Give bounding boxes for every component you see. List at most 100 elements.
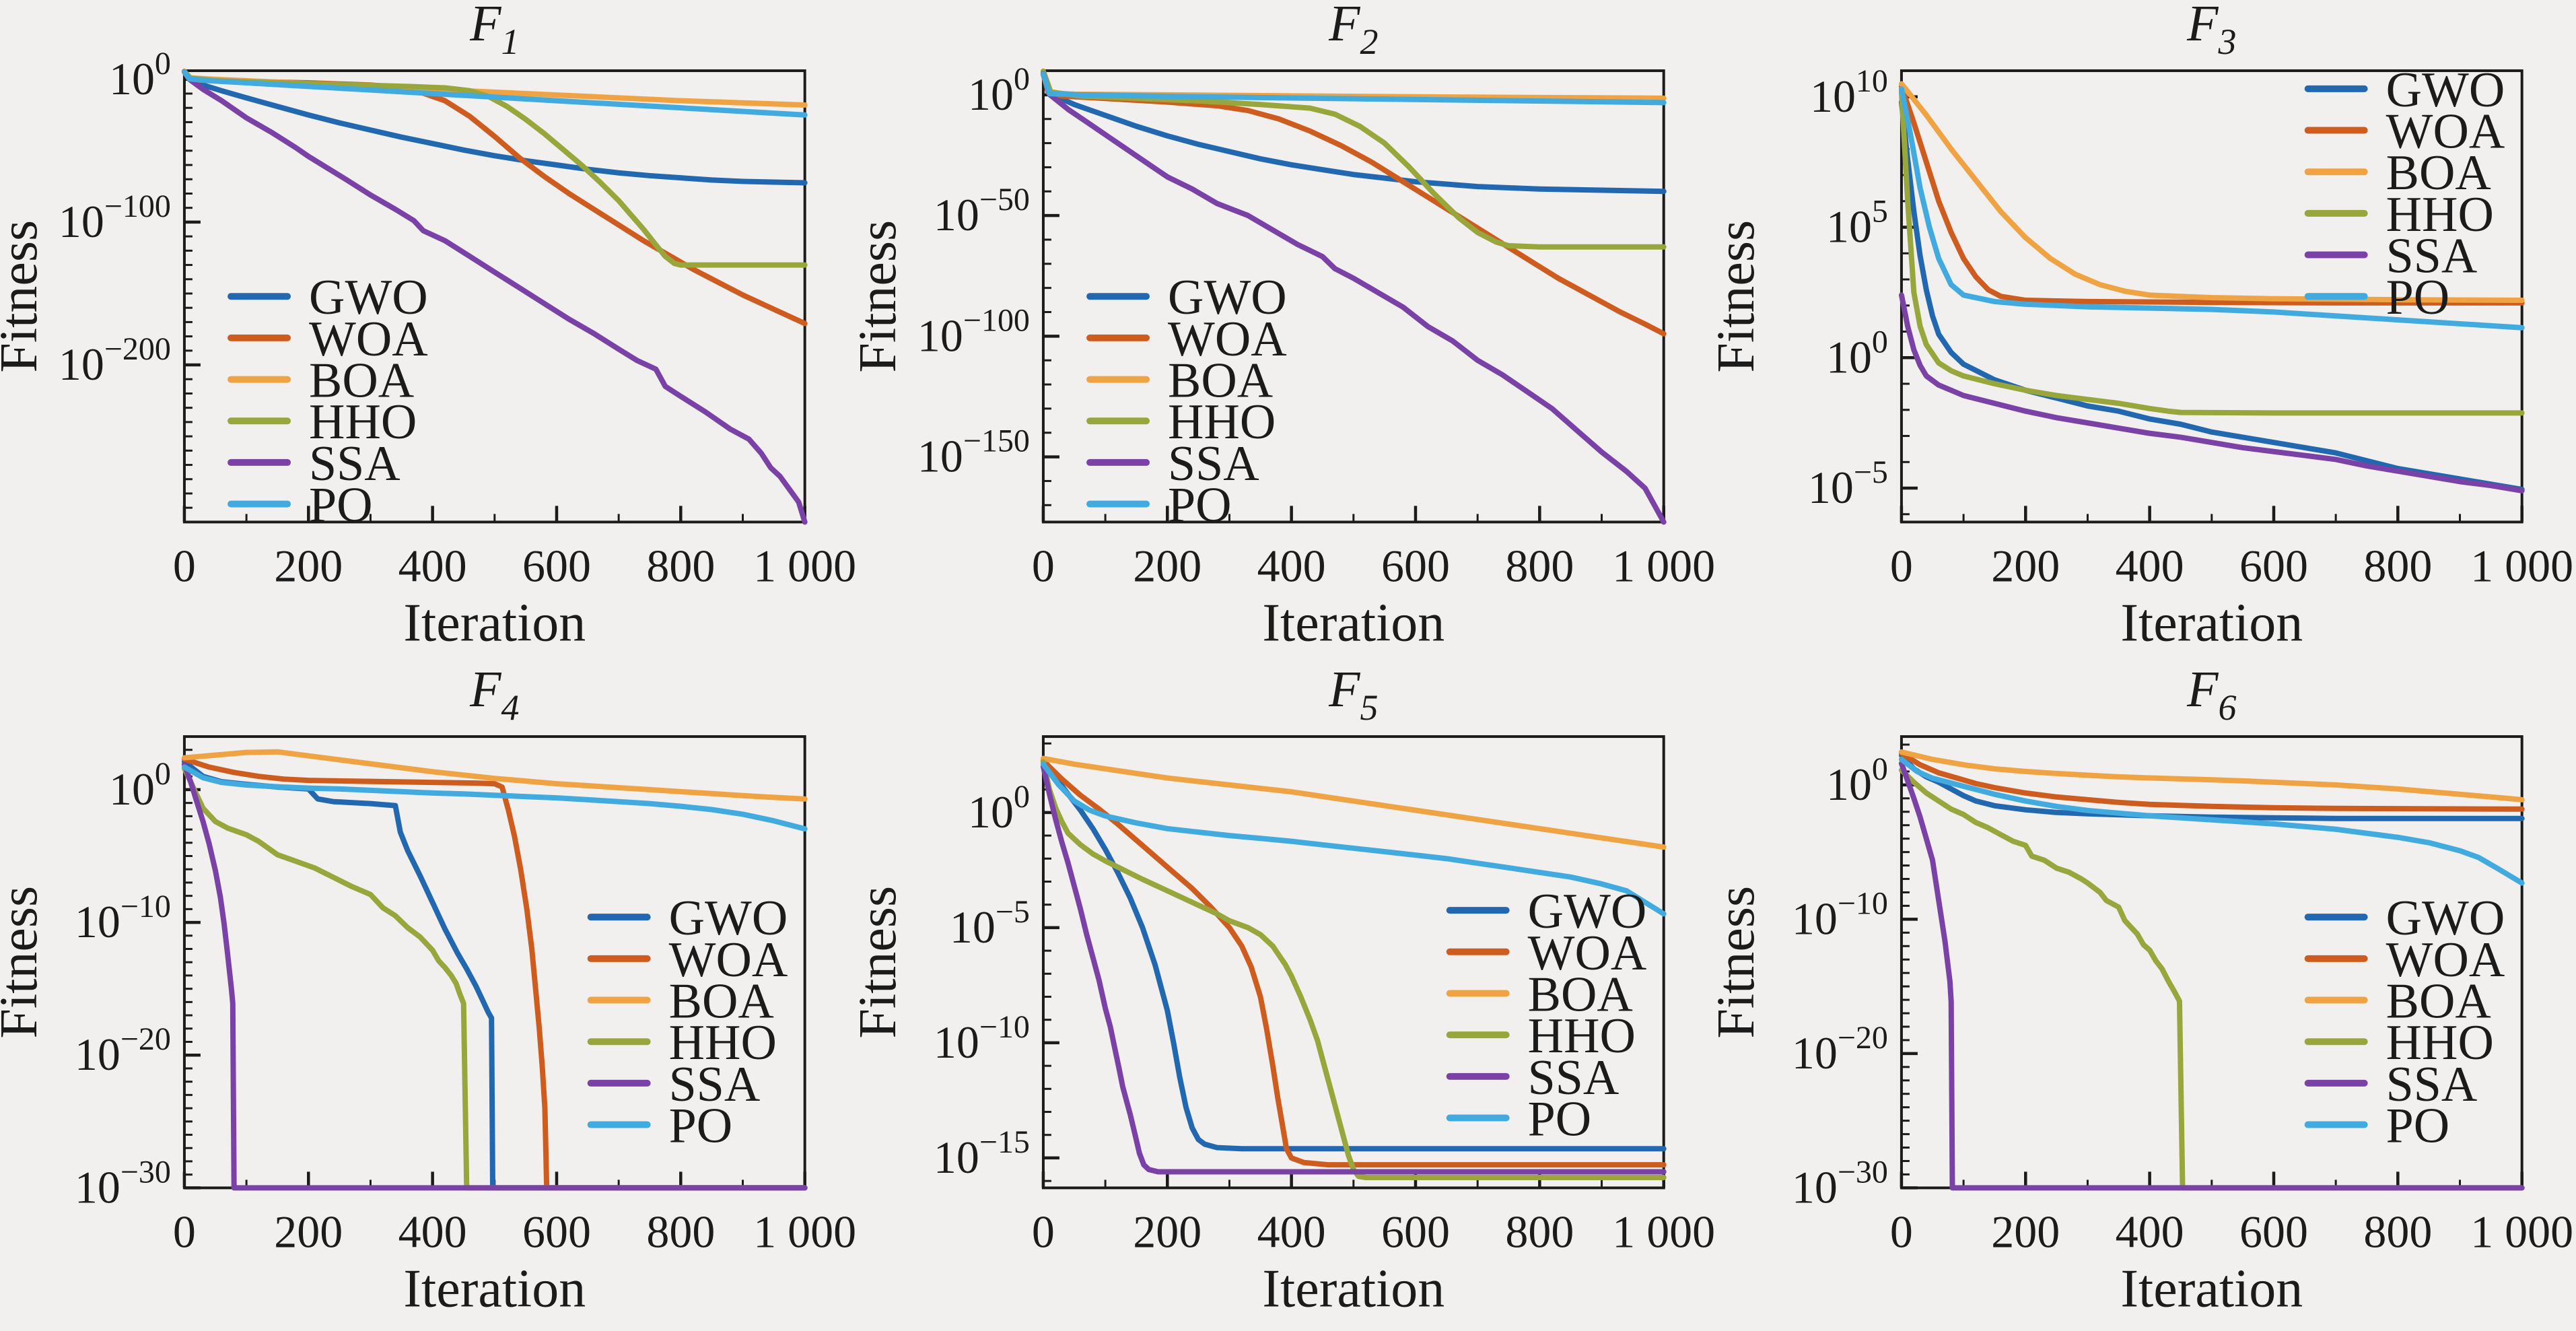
- ticks: [1900, 743, 2524, 1190]
- x-tick-label: 200: [274, 1206, 343, 1257]
- panel-title: F6: [2186, 661, 2236, 728]
- panel-title: F4: [469, 661, 519, 728]
- legend-label-HHO: HHO: [309, 395, 417, 450]
- x-tick-label: 1 000: [753, 540, 856, 591]
- y-tick-label: 10−15: [934, 1124, 1030, 1182]
- x-tick-label: 0: [1890, 1206, 1913, 1257]
- y-tick-label: 105: [1826, 194, 1888, 252]
- x-tick-label: 800: [646, 540, 715, 591]
- x-tick-label: 400: [1257, 1206, 1325, 1257]
- y-axis-label: Fitness: [0, 885, 48, 1038]
- legend-label-WOA: WOA: [309, 312, 428, 367]
- legend-label-WOA: WOA: [1527, 925, 1646, 980]
- legend-label-SSA: SSA: [2386, 1056, 2478, 1112]
- x-tick-label: 400: [1257, 540, 1325, 591]
- series-HHO-line: [1040, 759, 1667, 1180]
- y-tick-label: 10−200: [59, 331, 171, 390]
- series-PO-line: [1040, 71, 1667, 106]
- series-HHO-line: [1899, 89, 2526, 416]
- series-SSA-line: [1040, 71, 1667, 525]
- y-tick-label: 100: [109, 755, 171, 814]
- legend-label-SSA: SSA: [669, 1056, 761, 1112]
- x-tick-label: 800: [646, 1206, 715, 1257]
- x-axis-label: Iteration: [403, 593, 586, 652]
- y-tick-label: 1010: [1810, 63, 1888, 122]
- ticks: [182, 77, 806, 523]
- series-GWO-line: [1899, 99, 2526, 492]
- subplot-f6: 100 10−10 10−20 10−30 0 200 400 600 800 1 000 GWO W…: [1706, 661, 2576, 1331]
- legend-label-HHO: HHO: [669, 1015, 777, 1070]
- x-tick-label: 200: [1992, 540, 2060, 591]
- plot-f3: 1010 105 100 10−50 200 400 600 800 1 000 GWOWOABO…: [1706, 0, 2573, 652]
- x-axis-label: Iteration: [1262, 1259, 1444, 1318]
- legend-label-PO: PO: [1527, 1091, 1591, 1147]
- x-axis-label: Iteration: [2121, 593, 2303, 652]
- series-HHO-line: [181, 765, 808, 1190]
- y-tick-label: 10−30: [1792, 1154, 1888, 1213]
- x-tick-label: 0: [173, 1206, 196, 1257]
- y-axis-label: Fitness: [0, 220, 48, 373]
- series-BOA-line: [1040, 755, 1667, 850]
- legend-label-PO: PO: [309, 478, 373, 533]
- y-tick-label: 100: [109, 46, 171, 104]
- series-GWO-line: [1040, 759, 1667, 1151]
- legend-label-HHO: HHO: [1527, 1009, 1635, 1064]
- y-tick-label: 10−20: [75, 1021, 171, 1080]
- subplot-f5: 100 10−5 10−10 10−15 0 200 400 600 800 1 000 GWO WO…: [848, 661, 1718, 1331]
- x-axis-label: Iteration: [2121, 1259, 2303, 1318]
- series-PO-line: [1899, 756, 2526, 886]
- y-tick-label: 10−30: [75, 1154, 171, 1213]
- legend-label-SSA: SSA: [2386, 229, 2478, 284]
- legend-label-BOA: BOA: [2386, 974, 2491, 1029]
- x-tick-label: 800: [1505, 1206, 1574, 1257]
- series-SSA-line: [1899, 292, 2526, 493]
- series-WOA-line: [1899, 750, 2526, 812]
- legend-label-WOA: WOA: [2386, 932, 2505, 987]
- x-tick-label: 1 000: [2471, 1206, 2574, 1257]
- legend-label-BOA: BOA: [1168, 353, 1273, 409]
- x-tick-label: 600: [1381, 1206, 1450, 1257]
- legend-label-PO: PO: [669, 1098, 733, 1153]
- x-tick-label: 400: [398, 540, 467, 591]
- y-axis-label: Fitness: [848, 885, 907, 1038]
- series-PO-line: [1899, 86, 2526, 331]
- x-tick-label: 600: [522, 1206, 591, 1257]
- series-SSA-line: [1899, 760, 2526, 1190]
- series-SSA-line: [181, 761, 808, 1190]
- x-tick-label: 800: [2364, 540, 2433, 591]
- plot-f5: 100 10−5 10−10 10−150 200 400 600 800 1 000 GWOWO…: [848, 661, 1715, 1318]
- x-tick-label: 200: [274, 540, 343, 591]
- series-BOA-line: [181, 749, 808, 802]
- y-tick-label: 100: [1826, 324, 1888, 382]
- y-tick-label: 10−150: [917, 423, 1030, 482]
- legend-label-BOA: BOA: [309, 353, 414, 409]
- series-SSA-line: [181, 69, 808, 525]
- y-tick-label: 10−10: [1792, 885, 1888, 944]
- series-BOA-line: [1899, 81, 2526, 304]
- legend-label-GWO: GWO: [1168, 270, 1287, 325]
- x-tick-label: 600: [2239, 1206, 2308, 1257]
- subplot-f1: 100 10−100 10−200 0 200 400 600 800 1 000 GWO WOA B…: [0, 0, 859, 666]
- panel-title: F5: [1328, 661, 1378, 728]
- x-tick-label: 200: [1133, 540, 1202, 591]
- series-GWO-line: [181, 69, 808, 186]
- series-HHO-line: [1899, 767, 2526, 1190]
- y-tick-label: 100: [1826, 751, 1888, 809]
- series-SSA-line: [1040, 763, 1667, 1174]
- y-tick-label: 10−100: [59, 189, 171, 247]
- plot-f4: 100 10−10 10−20 10−300 200 400 600 800 1 000 GWOW…: [0, 661, 856, 1318]
- x-tick-label: 200: [1992, 1206, 2060, 1257]
- x-tick-label: 400: [398, 1206, 467, 1257]
- legend-label-BOA: BOA: [1527, 967, 1632, 1022]
- x-tick-label: 200: [1133, 1206, 1202, 1257]
- y-axis-label: Fitness: [1706, 885, 1766, 1038]
- legend-label-GWO: GWO: [309, 270, 428, 325]
- x-tick-label: 0: [173, 540, 196, 591]
- x-tick-label: 0: [1032, 540, 1055, 591]
- series-PO-line: [1040, 761, 1667, 916]
- x-tick-label: 1 000: [753, 1206, 856, 1257]
